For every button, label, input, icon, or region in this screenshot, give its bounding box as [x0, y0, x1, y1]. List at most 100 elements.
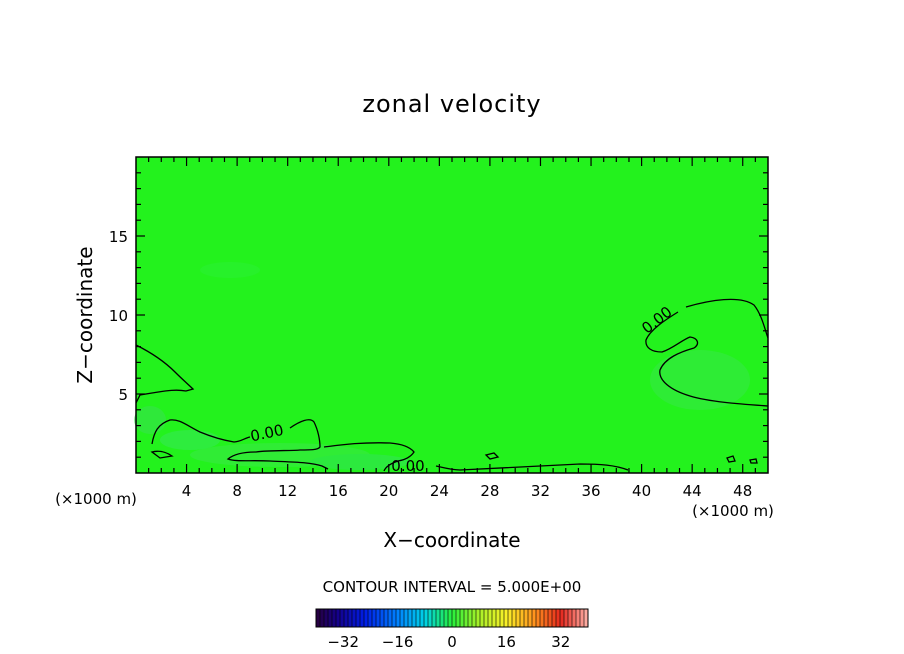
colorbar-tick-label: −16 — [382, 633, 414, 651]
colorbar-cell — [556, 609, 561, 627]
colorbar-tick-label: 0 — [447, 633, 457, 651]
x-tick-label: 16 — [329, 482, 348, 500]
colorbar-cell — [564, 609, 569, 627]
colorbar-cell — [436, 609, 441, 627]
colorbar-cell — [468, 609, 473, 627]
plot-field — [136, 157, 768, 473]
colorbar-cell — [480, 609, 485, 627]
colorbar-cell — [452, 609, 457, 627]
colorbar-cell — [396, 609, 401, 627]
colorbar-cell — [416, 609, 421, 627]
contour-line-left-upper — [135, 344, 195, 404]
x-tick-label: 24 — [430, 482, 449, 500]
colorbar-cell — [380, 609, 385, 627]
colorbar-cell — [484, 609, 489, 627]
colorbar-cell — [384, 609, 389, 627]
y-tick-label: 5 — [118, 386, 128, 404]
colorbar-cell — [456, 609, 461, 627]
x-tick-label: 48 — [733, 482, 752, 500]
colorbar-cell — [472, 609, 477, 627]
contour-line-right — [645, 298, 769, 407]
colorbar-cell — [572, 609, 577, 627]
colorbar-cell — [540, 609, 545, 627]
colorbar-cell — [352, 609, 357, 627]
colorbar-cell — [476, 609, 481, 627]
colorbar-cell — [356, 609, 361, 627]
contour-line-center — [323, 442, 461, 472]
colorbar-cell — [520, 609, 525, 627]
x-tick-label: 4 — [182, 482, 192, 500]
colorbar-cell — [388, 609, 393, 627]
colorbar-cell — [428, 609, 433, 627]
colorbar-cell — [448, 609, 453, 627]
colorbar-cell — [496, 609, 501, 627]
colorbar-cell — [568, 609, 573, 627]
colorbar-cell — [316, 609, 321, 627]
colorbar-cell — [368, 609, 373, 627]
colorbar-cell — [500, 609, 505, 627]
colorbar-cell — [440, 609, 445, 627]
colorbar-cell — [344, 609, 349, 627]
contour-small-3 — [749, 458, 758, 464]
colorbar-cell — [392, 609, 397, 627]
colorbar-cell — [488, 609, 493, 627]
colorbar-cell — [512, 609, 517, 627]
colorbar-cell — [524, 609, 529, 627]
colorbar-tick-label: 32 — [551, 633, 570, 651]
colorbar-cell — [364, 609, 369, 627]
colorbar-frame — [315, 608, 589, 628]
colorbar-cell — [544, 609, 549, 627]
contour-label-2: 0.00 — [391, 457, 424, 475]
contour-line-bottom — [459, 463, 629, 471]
x-unit-left: (×1000 m) — [55, 490, 137, 508]
contour-small-1 — [484, 452, 500, 460]
colorbar-cell — [580, 609, 585, 627]
x-unit-right: (×1000 m) — [692, 502, 774, 520]
colorbar-cell — [348, 609, 353, 627]
y-axis-label: Z−coordinate — [73, 246, 97, 383]
colorbar-cell — [516, 609, 521, 627]
colorbar-cell — [400, 609, 405, 627]
colorbar-cell — [328, 609, 333, 627]
x-tick-label: 8 — [232, 482, 242, 500]
colorbar-cell — [552, 609, 557, 627]
colorbar-cell — [340, 609, 345, 627]
colorbar-cell — [536, 609, 541, 627]
colorbar-cell — [408, 609, 413, 627]
colorbar-cell — [420, 609, 425, 627]
colorbar — [315, 608, 589, 628]
colorbar-cell — [560, 609, 565, 627]
colorbar-cell — [336, 609, 341, 627]
x-tick-label: 20 — [379, 482, 398, 500]
colorbar-ticks: −32 −16 0 16 32 — [327, 633, 570, 651]
colorbar-cell — [584, 609, 589, 627]
contour-lines — [135, 298, 769, 472]
x-tick-label: 12 — [278, 482, 297, 500]
y-axis-ticks: 5 10 15 — [109, 172, 768, 458]
colorbar-cell — [424, 609, 429, 627]
x-tick-label: 32 — [531, 482, 550, 500]
colorbar-cell — [460, 609, 465, 627]
colorbar-cell — [508, 609, 513, 627]
colorbar-cell — [532, 609, 537, 627]
colorbar-cell — [320, 609, 325, 627]
colorbar-cell — [360, 609, 365, 627]
contour-line-left-lower — [150, 419, 329, 470]
colorbar-tick-label: 16 — [497, 633, 516, 651]
colorbar-cell — [444, 609, 449, 627]
colorbar-cell — [372, 609, 377, 627]
contour-small-2 — [726, 455, 736, 463]
colorbar-cell — [324, 609, 329, 627]
y-tick-label: 15 — [109, 228, 128, 246]
x-tick-label: 36 — [581, 482, 600, 500]
field-variations — [134, 262, 750, 470]
colorbar-cell — [492, 609, 497, 627]
colorbar-cell — [528, 609, 533, 627]
colorbar-cell — [332, 609, 337, 627]
contour-interval-label: CONTOUR INTERVAL = 5.000E+00 — [323, 578, 582, 596]
colorbar-cell — [432, 609, 437, 627]
colorbar-cell — [576, 609, 581, 627]
colorbar-cell — [404, 609, 409, 627]
colorbar-cell — [412, 609, 417, 627]
